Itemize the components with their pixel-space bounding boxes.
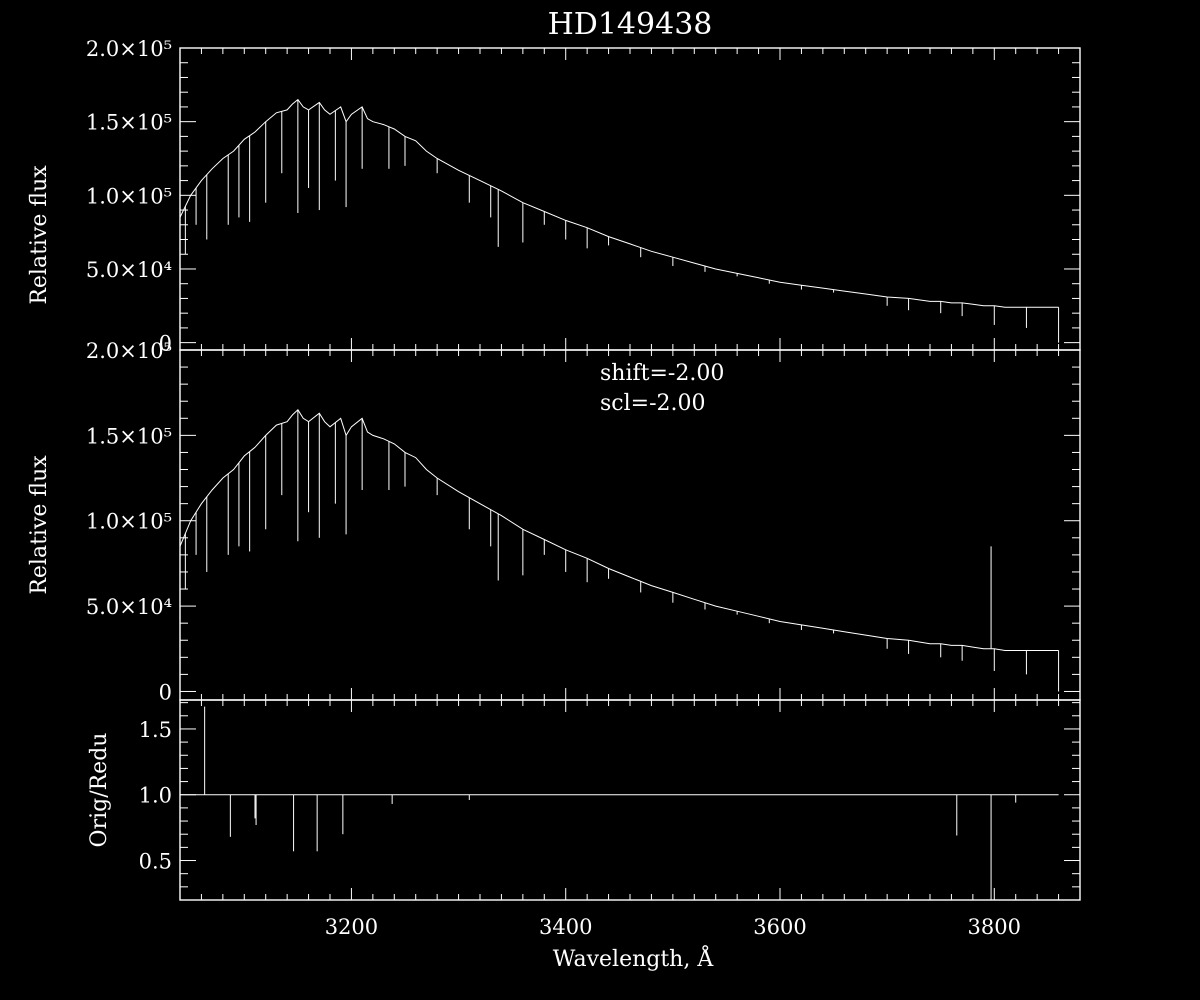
middle-panel-y-axis-label: Relative flux [27, 455, 52, 595]
ratio-panel: 0.5 1.0 1.5 3200 3400 3600 3800 Orig/Redu Wav… [87, 699, 1081, 972]
shift-annotation: shift=-2.00 [600, 361, 724, 386]
y-tick-label: 0 [159, 680, 172, 704]
middle-panel-ticks [179, 349, 1081, 700]
y-tick-label: 1.5×10⁵ [86, 424, 172, 448]
y-tick-label: 1.0 [139, 784, 172, 808]
ratio-panel-y-tick-labels: 0.5 1.0 1.5 [139, 718, 172, 874]
x-axis-tick-labels: 3200 3400 3600 3800 [325, 915, 1021, 939]
top-panel-y-axis-label: Relative flux [27, 165, 52, 305]
y-tick-label: 1.5×10⁵ [86, 111, 172, 135]
spectrum-line [179, 98, 1059, 308]
y-tick-label: 1.5 [139, 718, 172, 742]
y-tick-label: 1.0×10⁵ [86, 510, 172, 534]
x-tick-label: 3600 [753, 915, 806, 939]
y-tick-label: 5.0×10⁴ [86, 595, 172, 619]
ratio-panel-y-axis-label: Orig/Redu [87, 733, 112, 848]
top-panel-spectrum [179, 98, 1060, 343]
y-tick-label: 1.0×10⁵ [86, 184, 172, 208]
top-flux-panel: 0 5.0×10⁴ 1.0×10⁵ 1.5×10⁵ 2.0×10⁵ Relative f… [27, 37, 1081, 356]
x-tick-label: 3800 [968, 915, 1021, 939]
top-panel-y-tick-labels: 0 5.0×10⁴ 1.0×10⁵ 1.5×10⁵ 2.0×10⁵ [86, 37, 172, 356]
x-axis-label: Wavelength, Å [553, 944, 715, 972]
middle-flux-panel: 0 5.0×10⁴ 1.0×10⁵ 1.5×10⁵ 2.0×10⁵ Relative f… [27, 339, 1081, 704]
middle-panel-y-tick-labels: 0 5.0×10⁴ 1.0×10⁵ 1.5×10⁵ 2.0×10⁵ [86, 339, 172, 704]
x-tick-label: 3400 [539, 915, 592, 939]
ratio-panel-spikes [180, 706, 1059, 900]
spectrum-line [179, 409, 1059, 651]
middle-panel-spectrum [179, 409, 1060, 692]
scale-annotation: scl=-2.00 [600, 391, 706, 416]
top-panel-ticks [179, 47, 1081, 350]
chart-title: HD149438 [548, 7, 713, 42]
y-tick-label: 5.0×10⁴ [86, 258, 172, 282]
y-tick-label: 0.5 [139, 850, 172, 874]
x-tick-label: 3200 [325, 915, 378, 939]
y-tick-label: 2.0×10⁵ [86, 339, 172, 363]
y-tick-label: 2.0×10⁵ [86, 37, 172, 61]
y-tick-label: 0 [159, 332, 172, 356]
